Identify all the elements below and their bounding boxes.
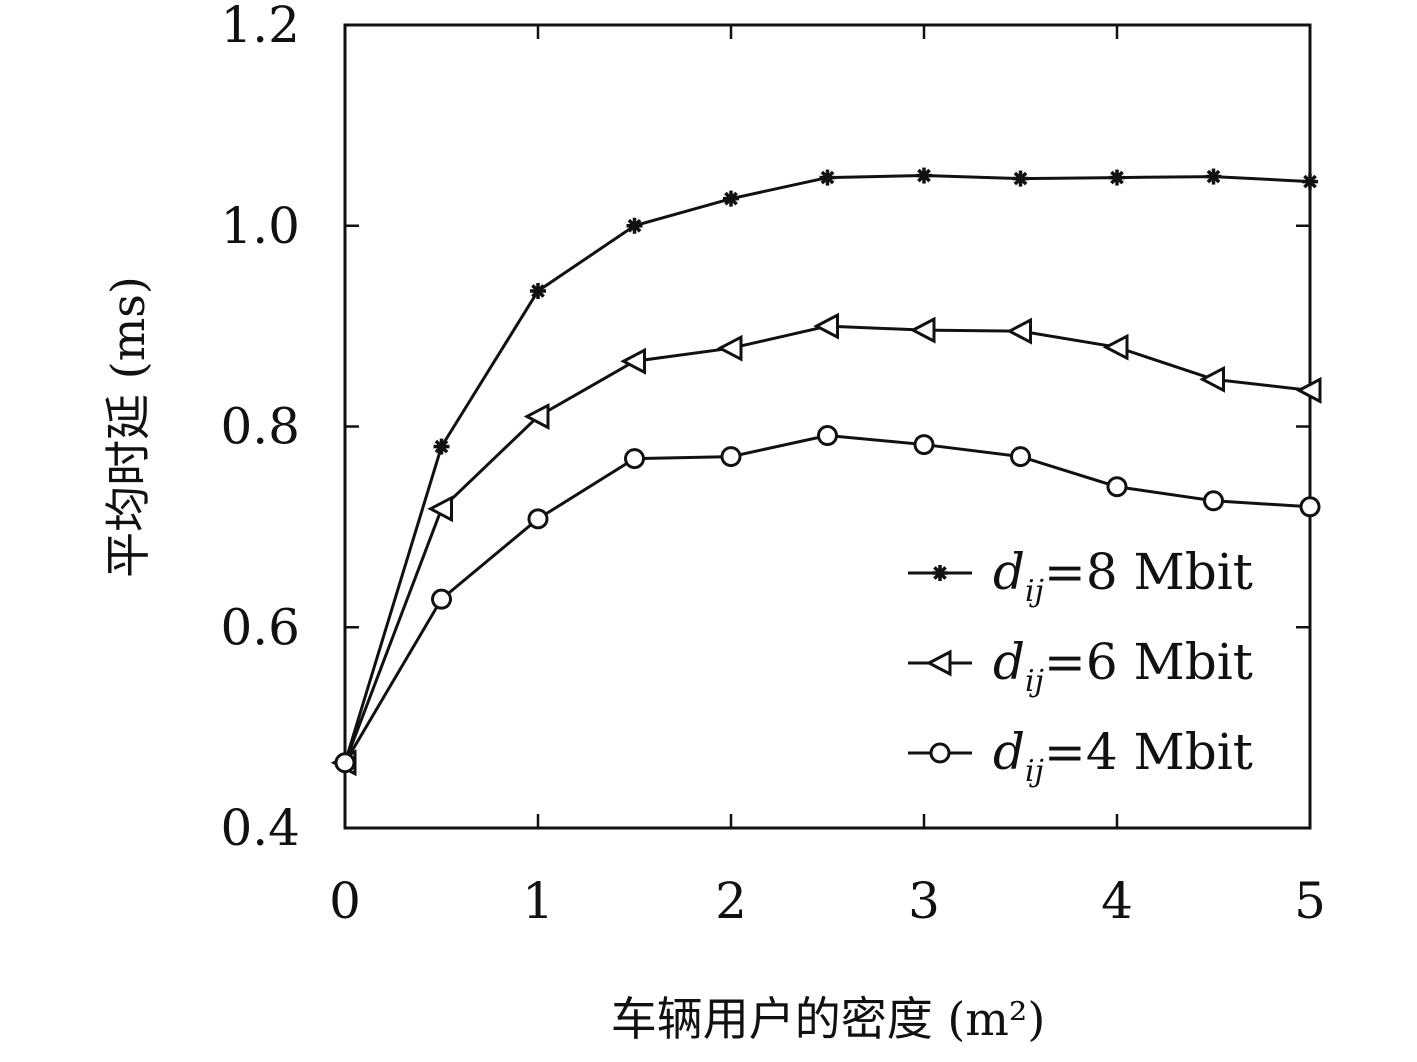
legend-label-0: dij=8 Mbit xyxy=(993,543,1253,609)
series-2-point-6 xyxy=(913,434,935,456)
series-2-point-9 xyxy=(1203,490,1224,512)
series-1-point-10 xyxy=(1295,376,1322,404)
legend-label-1: dij=6 Mbit xyxy=(993,633,1253,699)
series-0-point-3 xyxy=(626,217,643,234)
series-0-point-7 xyxy=(1012,170,1029,187)
series-1-point-6 xyxy=(909,316,936,344)
series-0-point-10 xyxy=(1302,173,1318,190)
x-tick-label-0: 0 xyxy=(329,872,361,930)
x-tick-label-5: 5 xyxy=(1294,872,1326,930)
series-2-point-8 xyxy=(1106,476,1128,498)
x-tick-label-1: 1 xyxy=(522,872,554,930)
series-2-point-1 xyxy=(431,588,452,610)
series-2-point-7 xyxy=(1010,446,1031,468)
series-2-point-0 xyxy=(334,752,356,774)
series-0-point-5 xyxy=(819,169,836,186)
series-2-point-4 xyxy=(720,446,742,468)
series-0-point-8 xyxy=(1109,169,1125,186)
series-1-point-8 xyxy=(1102,333,1129,361)
x-tick-label-2: 2 xyxy=(715,872,747,930)
y-tick-label-1: 0.6 xyxy=(220,598,300,656)
legend-marker-2 xyxy=(929,742,951,764)
axes-layer: 0 1 2 3 4 5 0.4 0.6 0.8 1.0 1.2 xyxy=(220,0,1325,930)
legend-item-0: dij=8 Mbit xyxy=(908,543,1253,609)
series-1-point-7 xyxy=(1006,317,1032,345)
series-1-point-4 xyxy=(716,334,743,362)
series-1-point-5 xyxy=(813,312,839,340)
y-tick-label-2: 0.8 xyxy=(220,398,300,456)
x-axis-title: 车辆用户的密度 (m²) xyxy=(611,992,1046,1046)
series-0-point-2 xyxy=(530,282,546,299)
legend: dij=8 Mbit dij=6 Mbit dij=4 Mbit xyxy=(908,543,1253,789)
legend-marker-1 xyxy=(925,649,952,677)
series-2-point-10 xyxy=(1299,496,1321,518)
series-1-point-9 xyxy=(1199,365,1225,393)
y-axis-title: 平均时延 (ms) xyxy=(101,276,155,578)
y-tick-label-3: 1.0 xyxy=(220,197,300,255)
series-1-point-2 xyxy=(523,402,550,430)
legend-label-2: dij=4 Mbit xyxy=(993,723,1253,789)
series-0-point-4 xyxy=(723,190,739,207)
series-1-point-1 xyxy=(427,495,453,523)
x-tick-label-3: 3 xyxy=(908,872,940,930)
series-layer xyxy=(330,167,1322,777)
y-tick-label-4: 1.2 xyxy=(220,0,300,54)
series-2-point-5 xyxy=(817,425,838,447)
series-0-point-1 xyxy=(433,438,450,455)
series-2-point-3 xyxy=(624,448,645,470)
y-tick-label-0: 0.4 xyxy=(220,799,300,857)
series-2-point-2 xyxy=(527,508,549,530)
series-1-point-3 xyxy=(620,347,646,375)
legend-item-1: dij=6 Mbit xyxy=(908,633,1253,699)
series-0-point-9 xyxy=(1205,168,1222,185)
legend-item-2: dij=4 Mbit xyxy=(908,723,1253,789)
series-0-point-6 xyxy=(916,167,932,184)
legend-marker-0 xyxy=(932,565,948,581)
x-tick-label-4: 4 xyxy=(1101,872,1133,930)
